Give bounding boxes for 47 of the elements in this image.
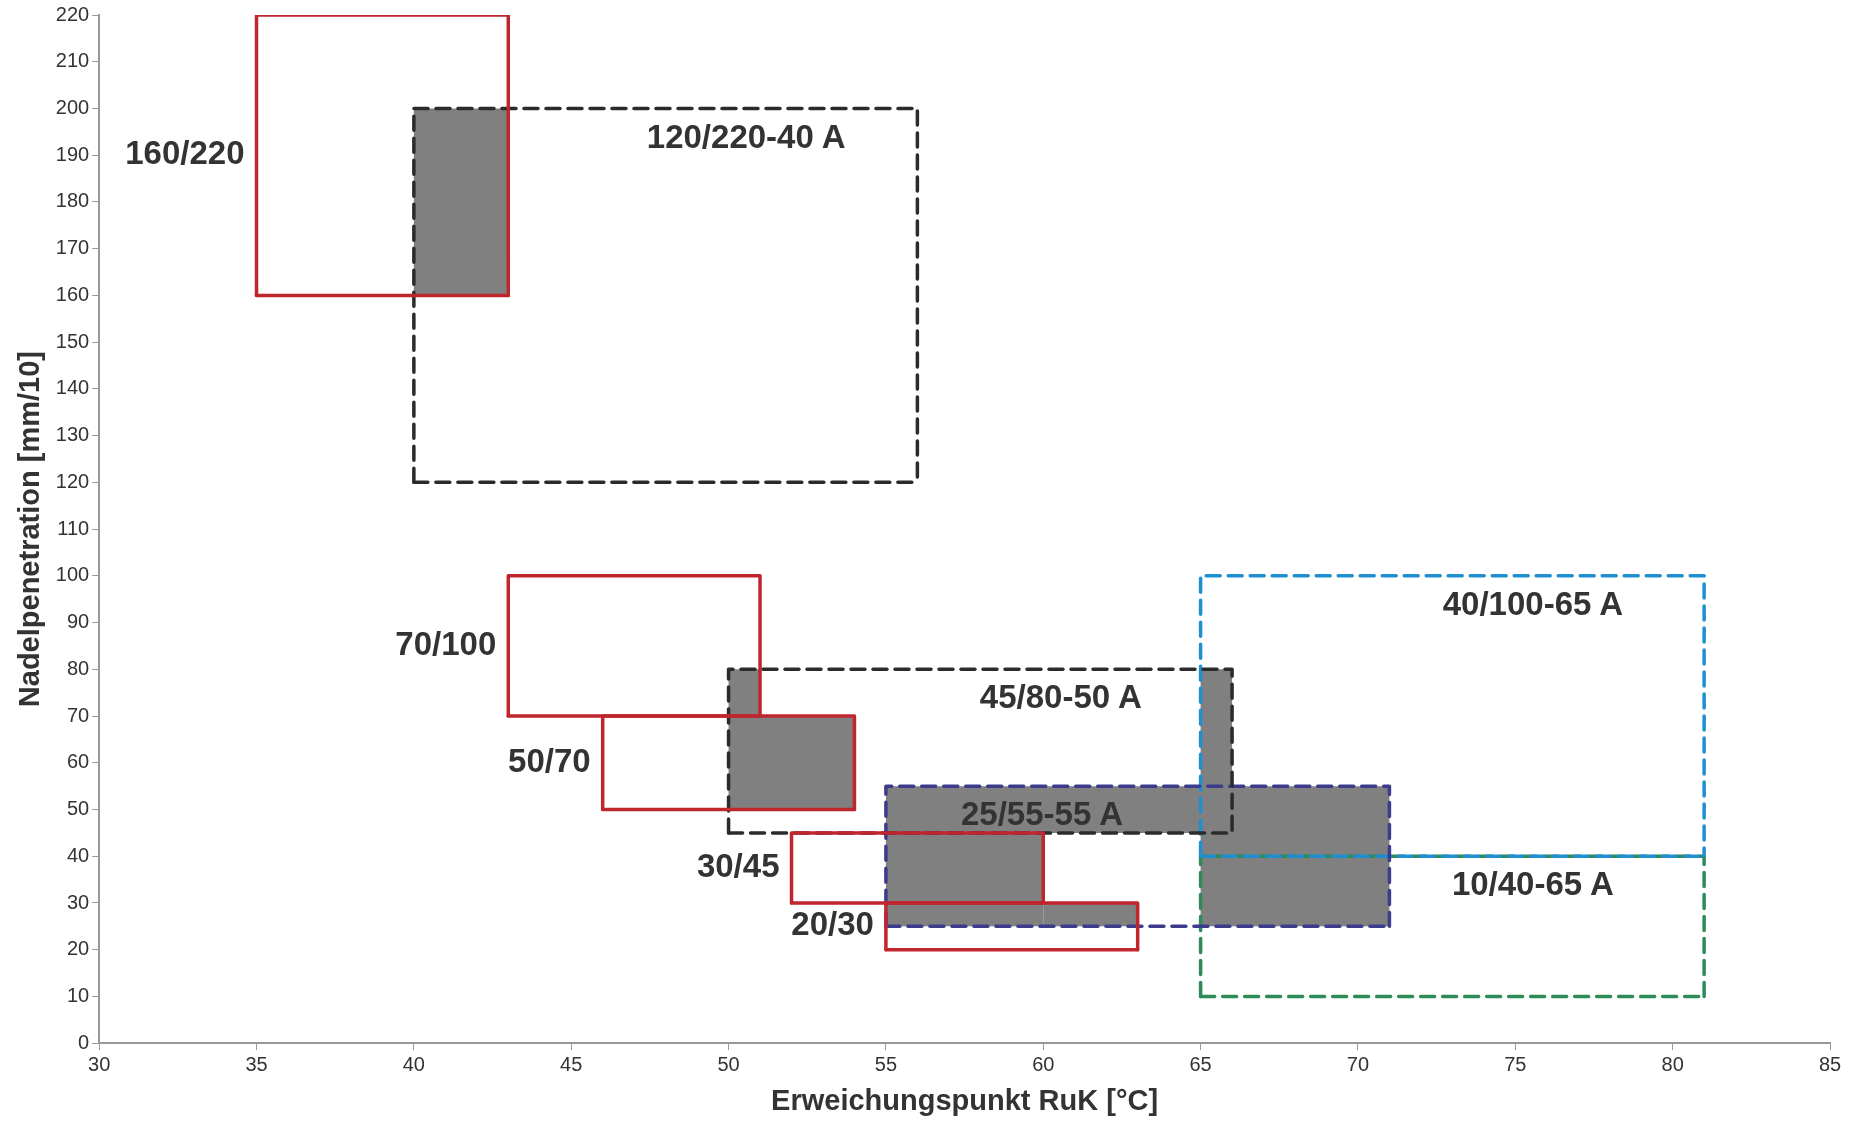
series-label: 160/220: [125, 134, 245, 172]
y-tick-label: 0: [78, 1030, 90, 1053]
y-axis-title: Nadelpenetration [mm/10]: [13, 351, 46, 708]
y-tick-label: 220: [55, 2, 90, 25]
y-tick-label: 40: [66, 843, 90, 866]
y-tick-label: 10: [66, 983, 90, 1006]
y-tick-label: 110: [57, 516, 90, 539]
series-label: 40/100-65 A: [1442, 584, 1624, 622]
y-tick-label: 90: [66, 610, 90, 633]
y-tick-label: 170: [55, 236, 90, 259]
x-tick-label: 65: [1189, 1052, 1212, 1075]
x-tick-label: 80: [1661, 1052, 1684, 1075]
x-axis-title: Erweichungspunkt RuK [°C]: [771, 1083, 1159, 1116]
y-tick-label: 80: [66, 656, 90, 679]
series-label: 70/100: [395, 625, 497, 663]
series-label: 10/40-65 A: [1451, 865, 1614, 903]
y-tick-label: 100: [55, 563, 90, 586]
series-label: 25/55-55 A: [960, 795, 1124, 833]
x-tick-label: 70: [1346, 1052, 1370, 1075]
x-tick-label: 60: [1032, 1052, 1055, 1075]
y-tick-label: 140: [55, 376, 90, 399]
series-label: 120/220-40 A: [646, 117, 846, 155]
y-tick-label: 20: [66, 937, 90, 960]
x-tick-label: 45: [560, 1052, 583, 1075]
y-tick-label: 150: [55, 329, 90, 352]
y-tick-label: 160: [55, 282, 90, 305]
x-tick-label: 35: [245, 1052, 268, 1075]
series-label: 50/70: [508, 741, 591, 779]
y-tick-label: 70: [66, 703, 90, 726]
x-tick-label: 75: [1504, 1052, 1527, 1075]
y-tick-label: 50: [66, 797, 90, 820]
series-label: 20/30: [791, 905, 874, 943]
x-tick-label: 55: [874, 1052, 898, 1075]
y-tick-label: 190: [55, 142, 90, 165]
y-tick-label: 200: [55, 95, 90, 118]
y-tick-label: 120: [55, 469, 90, 492]
series-label: 30/45: [696, 847, 780, 885]
x-tick-label: 85: [1818, 1052, 1842, 1075]
x-tick-label: 50: [717, 1052, 740, 1075]
y-tick-label: 60: [66, 750, 90, 773]
y-tick-label: 180: [55, 189, 90, 212]
x-tick-label: 30: [88, 1052, 111, 1075]
x-tick-label: 40: [402, 1052, 425, 1075]
y-tick-label: 30: [66, 890, 90, 913]
series-label: 45/80-50 A: [979, 678, 1142, 716]
y-tick-label: 130: [55, 423, 90, 446]
y-tick-label: 210: [55, 49, 90, 72]
